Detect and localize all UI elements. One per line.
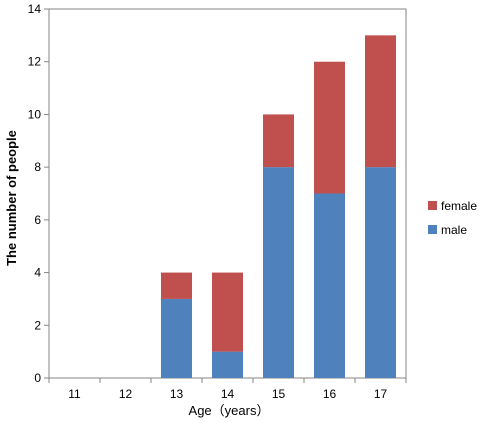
plot-area: 0 2 4 6 8 10 12 14 11 12 13 14 15 16 17 [28, 2, 407, 401]
bar-male-15 [263, 167, 294, 378]
y-tick-label: 8 [34, 160, 41, 174]
bar-female-17 [365, 35, 396, 168]
x-tick-label: 16 [323, 387, 337, 401]
y-tick-label: 14 [28, 2, 42, 16]
legend-label-male: male [441, 223, 467, 237]
bar-female-15 [263, 114, 294, 168]
y-tick-label: 4 [34, 266, 41, 280]
bar-male-13 [161, 298, 192, 378]
y-tick-label: 12 [28, 55, 42, 69]
y-axis-title: The number of people [4, 130, 19, 266]
x-tick-label: 13 [170, 387, 184, 401]
y-tick-label: 6 [34, 213, 41, 227]
x-tick-label: 15 [272, 387, 286, 401]
x-axis-title: Age（years） [189, 403, 270, 418]
y-tick-label: 2 [34, 318, 41, 332]
y-tick-label: 0 [34, 371, 41, 385]
bar-male-17 [365, 167, 396, 378]
x-tick-label: 12 [119, 387, 133, 401]
y-tick-label: 10 [28, 107, 42, 121]
legend: female male [428, 199, 477, 237]
bar-male-14 [212, 351, 243, 378]
x-tick-label: 17 [374, 387, 388, 401]
legend-swatch-male [428, 225, 437, 234]
legend-label-female: female [441, 199, 477, 213]
bar-female-14 [212, 272, 243, 352]
bar-female-16 [314, 61, 345, 194]
x-tick-label: 11 [68, 387, 81, 401]
bar-male-16 [314, 193, 345, 378]
legend-swatch-female [428, 201, 437, 210]
bar-female-13 [161, 272, 192, 299]
x-tick-label: 14 [221, 387, 235, 401]
